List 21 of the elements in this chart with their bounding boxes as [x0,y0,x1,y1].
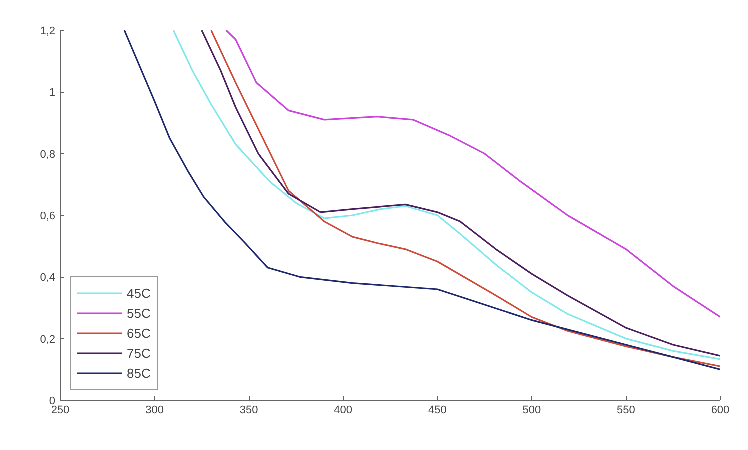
y-tick-label: 0 [49,396,56,408]
x-tick-label: 600 [711,404,730,416]
x-tick-label: 450 [428,404,447,416]
y-tick-label: 0,4 [40,272,56,284]
y-tick-label: 0,8 [40,148,56,161]
y-tick-label: 0,6 [40,210,56,222]
legend-label: 65C [127,326,151,340]
x-tick-label: 500 [522,404,542,416]
legend-label: 55C [127,306,151,320]
legend-label: 45C [127,286,151,300]
legend-label: 85C [127,366,151,380]
x-tick-label: 250 [51,404,70,416]
y-tick-label: 0,2 [40,334,56,346]
y-tick-label: 1 [49,87,56,100]
x-tick-label: 300 [146,404,164,416]
line-series [226,30,720,318]
y-tick-label: 1,2 [40,26,56,38]
x-tick-label: 400 [334,404,353,416]
x-tick-label: 350 [240,404,258,416]
legend-label: 75C [127,346,151,360]
x-tick-label: 550 [617,404,636,416]
